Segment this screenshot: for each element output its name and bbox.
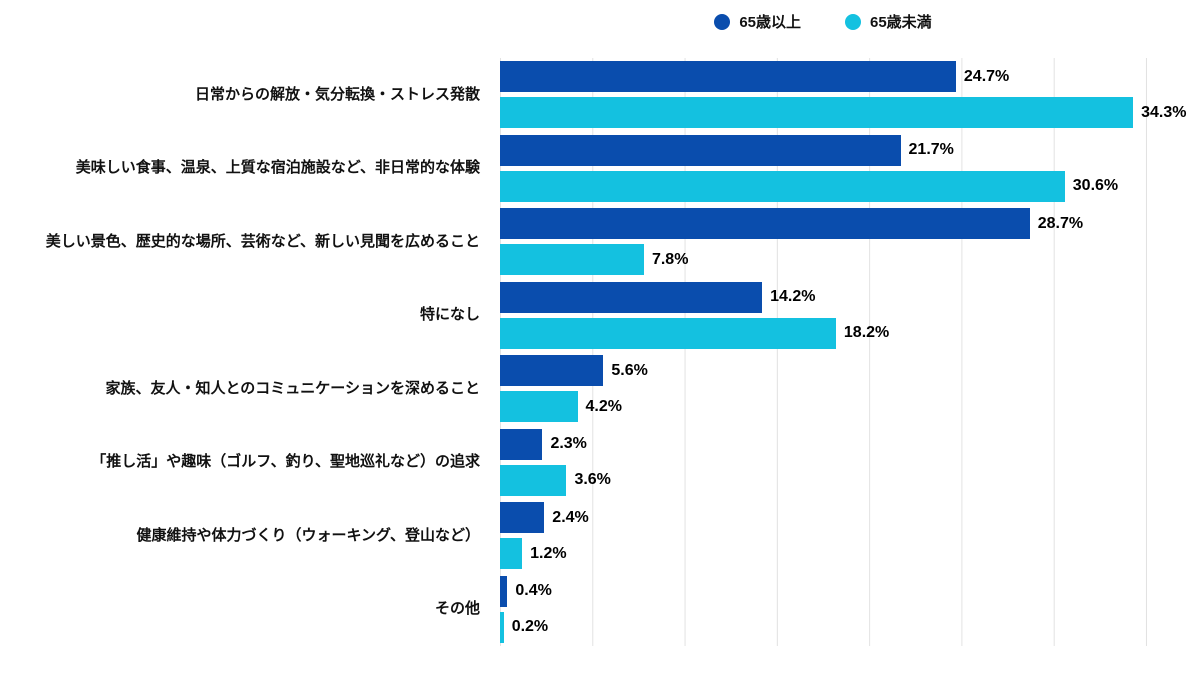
category-label: 美しい景色、歴史的な場所、芸術など、新しい見聞を広めること [45,232,480,250]
value-label: 28.7% [1037,214,1084,232]
bar-65-and-over [500,134,901,166]
bar-row: 3.6% [500,464,1146,496]
bar-row: 5.6% [500,355,1146,387]
category-labels: 日常からの解放・気分転換・ストレス発散美味しい食事、温泉、上質な宿泊施設など、非… [0,58,492,646]
bar-row: 21.7% [500,134,1146,166]
bar-under-65 [500,97,1134,129]
bar-65-and-over [500,208,1030,240]
category-label: その他 [434,600,480,618]
plot-area: 24.7% 34.3% 21.7% 30.6% 28.7% 7.8% 14.2% 18.2% 5… [500,58,1186,647]
bar-row: 24.7% [500,61,1146,93]
legend-item-65-and-over: 65歳以上 [714,14,801,30]
value-label: 0.2% [511,618,549,636]
legend-dot-under-65-icon [845,14,861,30]
bar-group: 2.4% 1.2% [500,499,1146,573]
value-label: 21.7% [908,141,954,159]
legend-label-65-and-over: 65歳以上 [739,13,801,31]
category-label: 家族、友人・知人とのコミュニケーションを深めること [105,379,480,397]
bar-row: 0.2% [500,611,1146,643]
value-label: 24.7% [963,67,1010,85]
category-label: 「推し活」や趣味（ゴルフ、釣り、聖地巡礼など）の追求 [91,453,480,471]
legend: 65歳以上 65歳未満 [500,14,1146,30]
bar-under-65 [500,391,578,423]
bar-65-and-over [500,428,543,460]
value-label: 30.6% [1072,177,1119,195]
bar-group: 21.7% 30.6% [500,132,1146,206]
value-label: 7.8% [651,250,689,268]
category-label: 健康維持や体力づくり（ウォーキング、登山など） [136,526,480,544]
bar-group: 2.3% 3.6% [500,426,1146,500]
value-label: 4.2% [585,397,622,415]
bar-group: 24.7% 34.3% [500,58,1186,132]
bar-under-65 [500,538,523,570]
bar-65-and-over [500,502,545,534]
value-label: 2.4% [552,508,589,526]
bar-65-and-over [500,355,604,387]
bar-row: 4.2% [500,391,1146,423]
bar-group: 0.4% 0.2% [500,573,1146,647]
bar-under-65 [500,611,504,643]
value-label: 18.2% [843,324,890,342]
value-label: 0.4% [515,582,552,600]
bar-group: 14.2% 18.2% [500,279,1146,353]
value-label: 2.3% [550,435,587,453]
bar-65-and-over [500,61,956,93]
bar-under-65 [500,244,644,276]
bar-group: 5.6% 4.2% [500,352,1146,426]
bar-row: 1.2% [500,538,1146,570]
category-label: 特になし [419,306,480,324]
value-label: 14.2% [770,288,816,306]
bar-row: 28.7% [500,208,1146,240]
bar-65-and-over [500,575,508,607]
category-label: 日常からの解放・気分転換・ストレス発散 [194,85,480,103]
value-label: 3.6% [574,471,611,489]
bar-row: 14.2% [500,281,1146,313]
bar-row: 2.4% [500,502,1146,534]
value-label: 34.3% [1141,103,1187,121]
bar-under-65 [500,464,567,496]
bar-row: 7.8% [500,244,1146,276]
legend-dot-65-and-over-icon [714,14,731,30]
bar-group: 28.7% 7.8% [500,205,1146,279]
legend-item-under-65: 65歳未満 [845,14,932,30]
bar-65-and-over [500,281,763,313]
bar-row: 0.4% [500,575,1146,607]
bar-row: 2.3% [500,428,1146,460]
category-label: 美味しい食事、温泉、上質な宿泊施設など、非日常的な体験 [75,159,480,177]
bar-row: 30.6% [500,170,1146,202]
value-label: 1.2% [530,544,567,562]
bar-row: 34.3% [500,97,1186,129]
bar-under-65 [500,317,836,349]
value-label: 5.6% [611,361,648,379]
legend-label-under-65: 65歳未満 [870,13,932,31]
bar-under-65 [500,170,1065,202]
bar-row: 18.2% [500,317,1146,349]
